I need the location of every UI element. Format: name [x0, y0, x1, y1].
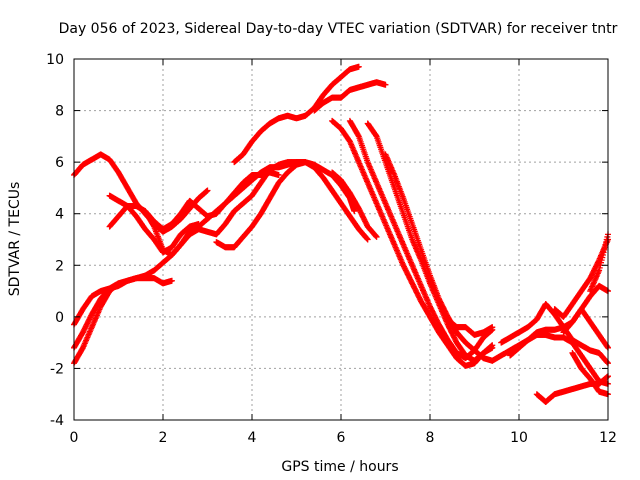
data-series	[444, 316, 496, 338]
data-point	[204, 187, 211, 194]
x-tick-label: 6	[337, 430, 346, 446]
y-tick-label: -2	[50, 361, 64, 377]
data-series	[329, 117, 496, 369]
x-tick-label: 0	[70, 430, 79, 446]
data-point	[275, 172, 282, 179]
x-axis-label: GPS time / hours	[281, 459, 398, 475]
data-point	[364, 236, 371, 243]
data-point	[302, 159, 309, 166]
data-point	[373, 233, 380, 240]
grid-layer	[74, 59, 608, 420]
x-tick-label: 10	[510, 430, 528, 446]
data-series	[106, 192, 202, 256]
data-layer	[71, 63, 611, 405]
x-tick-label: 8	[426, 430, 435, 446]
y-tick-label: 6	[55, 155, 64, 171]
y-axis-label: SDTVAR / TECUs	[7, 182, 23, 297]
data-series	[213, 159, 309, 251]
y-tick-label: 4	[55, 207, 64, 223]
y-tick-label: -4	[50, 413, 64, 429]
data-series	[346, 117, 496, 362]
y-tick-label: 0	[55, 310, 64, 326]
data-point	[382, 81, 389, 88]
data-point	[351, 208, 358, 215]
x-tick-label: 12	[599, 430, 617, 446]
data-series	[329, 169, 380, 240]
data-series	[311, 79, 389, 114]
y-tick-label: 2	[55, 258, 64, 274]
data-point	[195, 221, 202, 228]
y-tick-label: 8	[55, 104, 64, 120]
tick-layer: 0 2 4 6 8 10 12 -4 -2 0 2 4 6 8 10	[46, 52, 617, 446]
x-tick-label: 2	[159, 430, 168, 446]
data-point	[355, 63, 362, 70]
data-point	[489, 342, 496, 349]
y-tick-label: 10	[46, 52, 64, 68]
x-tick-label: 4	[248, 430, 257, 446]
chart-title: Day 056 of 2023, Sidereal Day-to-day VTE…	[59, 21, 618, 37]
data-point	[168, 277, 175, 284]
data-series	[231, 63, 362, 166]
